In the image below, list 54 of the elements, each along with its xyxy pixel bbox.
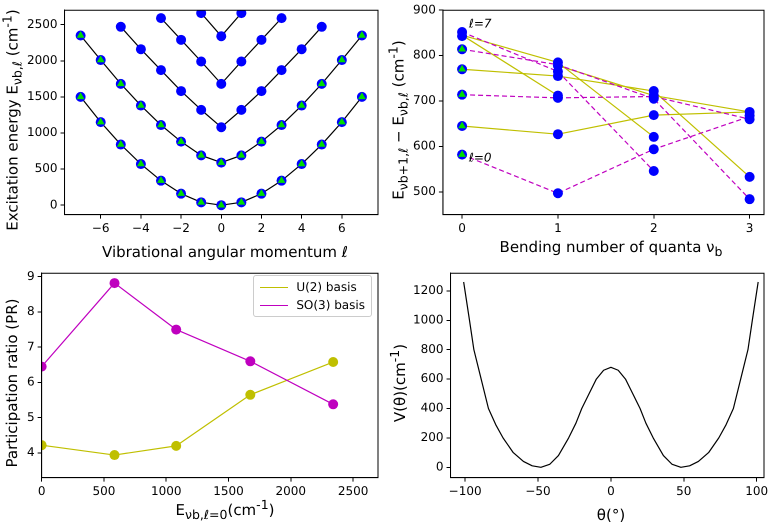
- y-tick-label: 500: [413, 184, 436, 198]
- y-tick-label: 800: [420, 342, 444, 356]
- x-tick-label: 0: [458, 220, 466, 235]
- y-axis-title: Participation ratio (PR): [3, 298, 21, 467]
- y-tick-label: 9: [26, 268, 35, 283]
- y-tick-label: 6: [26, 374, 35, 389]
- x-tick-label: −6: [92, 220, 110, 235]
- x-axis-title: θ(°): [596, 505, 626, 526]
- x-tick-label: 2: [650, 220, 658, 235]
- y-tick-label: 600: [413, 138, 436, 153]
- y-tick-label: 1200: [412, 282, 444, 297]
- y-tick-label: 700: [413, 93, 436, 108]
- x-tick-label: 2500: [338, 484, 368, 498]
- y-tick-label: 0: [50, 197, 58, 212]
- y-tick-label: 200: [420, 430, 444, 444]
- y-tick-label: 2500: [26, 16, 58, 31]
- x-tick-label: 2000: [276, 484, 306, 498]
- x-tick-label: 100: [745, 484, 768, 498]
- annotation: ℓ=0: [468, 150, 492, 165]
- annotation: ℓ=7: [468, 16, 492, 30]
- y-tick-label: 1500: [26, 88, 58, 103]
- x-axis-title: Vibrational angular momentum ℓ: [102, 242, 348, 263]
- y-tick-label: 4: [26, 445, 35, 460]
- x-tick-label: −100: [448, 484, 482, 498]
- x-tick-label: 500: [92, 484, 116, 498]
- y-tick-label: 800: [413, 48, 436, 62]
- x-tick-label: 50: [676, 484, 692, 498]
- x-tick-label: 2: [258, 220, 266, 235]
- y-tick-label: 500: [34, 161, 58, 176]
- y-tick-label: 0: [436, 459, 444, 474]
- y-tick-label: 900: [413, 2, 436, 16]
- y-tick-label: 7: [26, 339, 35, 354]
- x-axis-title: E$_{νb,ℓ=0}$(cm$^{-1}$): [175, 497, 275, 522]
- x-tick-label: 1000: [150, 484, 182, 498]
- y-tick-label: 400: [420, 400, 444, 415]
- x-tick-label: −4: [132, 220, 150, 235]
- x-tick-label: −50: [525, 484, 551, 498]
- x-tick-label: 3: [746, 220, 754, 235]
- x-tick-label: −2: [172, 220, 190, 235]
- x-tick-label: 1500: [213, 484, 244, 498]
- y-tick-label: 1000: [26, 125, 58, 140]
- y-tick-label: 1000: [412, 312, 444, 326]
- y-tick-label: 8: [26, 304, 35, 318]
- x-tick-label: 6: [338, 220, 346, 235]
- y-tick-label: 600: [420, 371, 444, 386]
- x-axis-title: Bending number of quanta ν$_{b}$: [500, 237, 722, 261]
- x-tick-label: 0: [607, 484, 615, 498]
- x-tick-label: 0: [217, 220, 226, 235]
- y-tick-label: 5: [26, 410, 35, 424]
- legend-label: SO(3) basis: [296, 297, 365, 314]
- x-tick-label: 1: [554, 220, 562, 235]
- y-tick-label: 2000: [26, 52, 58, 67]
- x-tick-label: 4: [298, 220, 306, 235]
- legend-label: U(2) basis: [296, 279, 357, 296]
